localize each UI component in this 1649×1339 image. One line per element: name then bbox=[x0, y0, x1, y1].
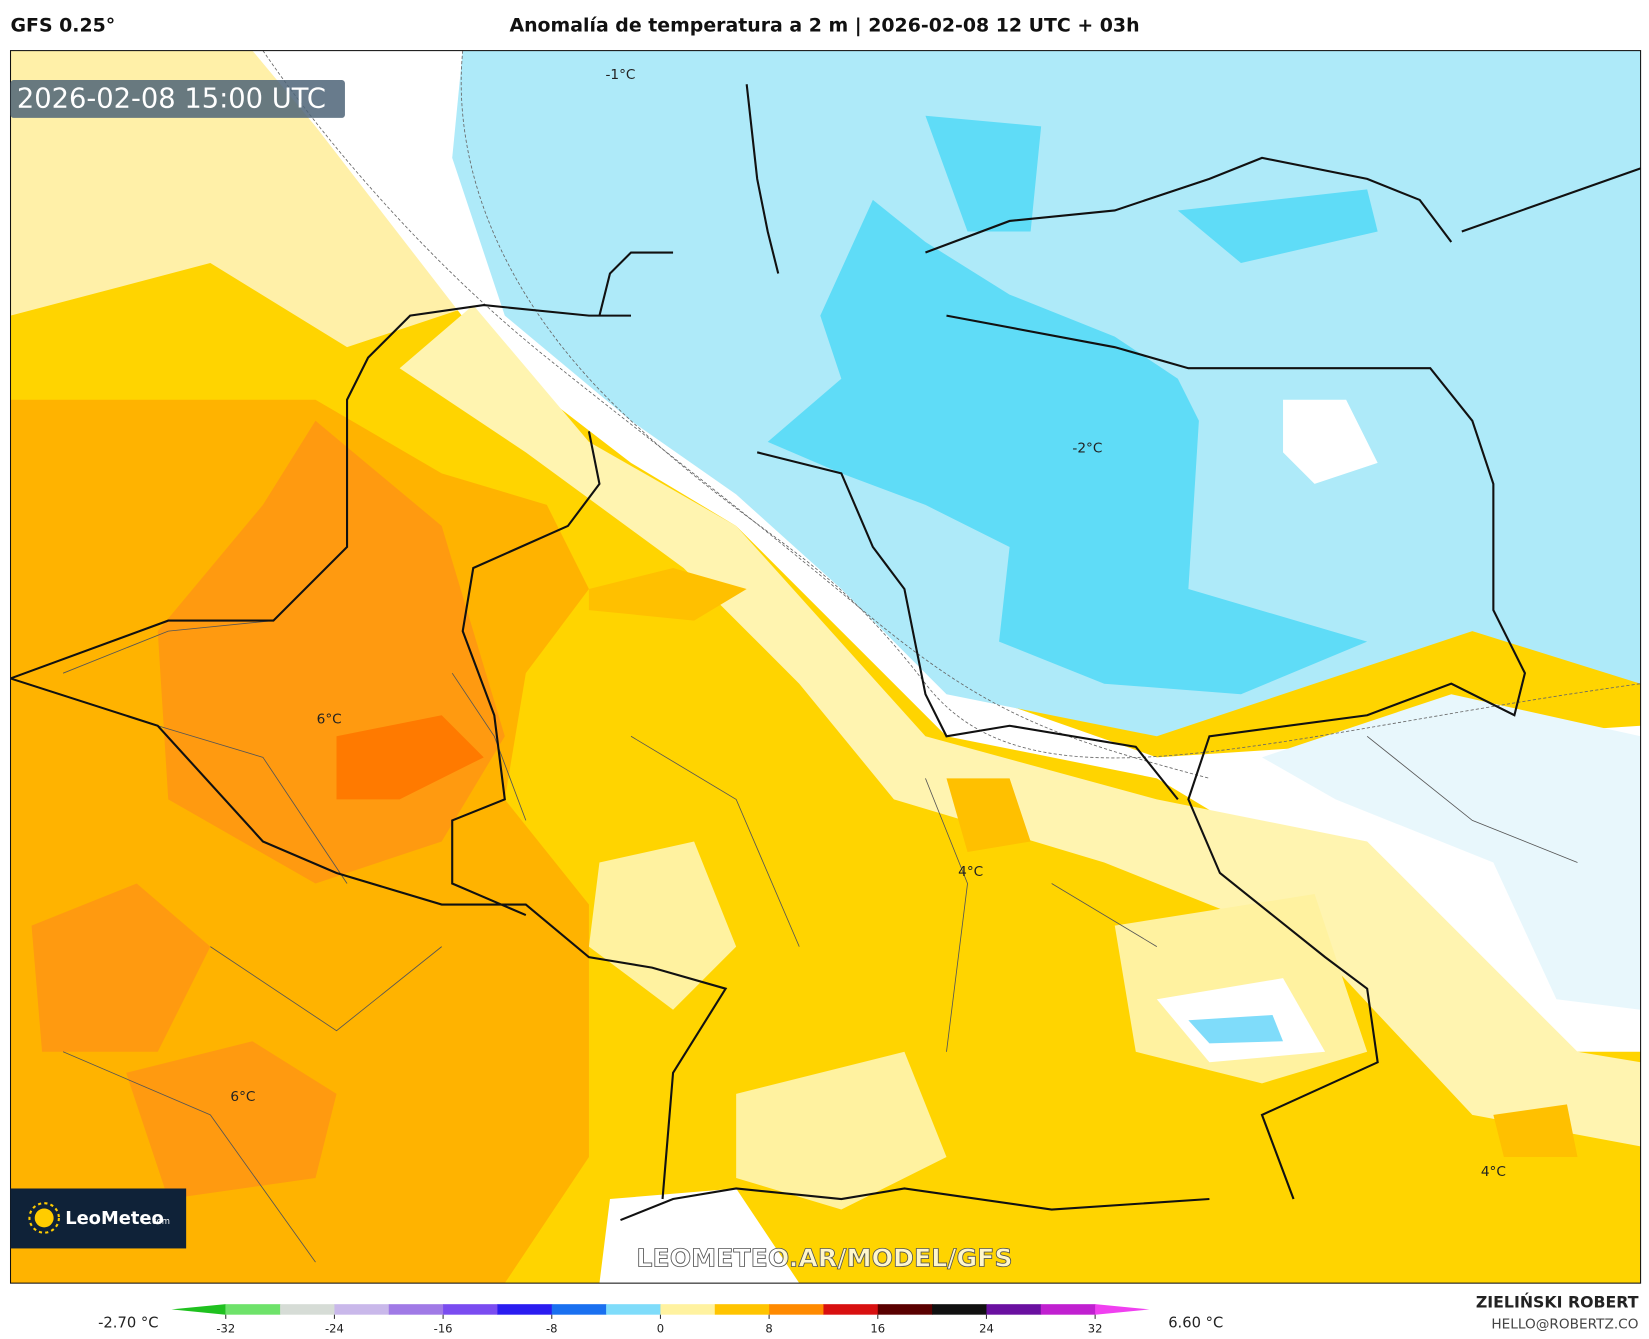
logo-suffix: .com bbox=[149, 1216, 170, 1226]
admin-border bbox=[62, 620, 1578, 1263]
time-badge bbox=[10, 80, 345, 118]
map: 2026-02-08 15:00 UTC -1°C -2°C 6°C 4°C 6… bbox=[9, 50, 1642, 1284]
colorbar-tick-label: -16 bbox=[434, 1322, 453, 1336]
max-label: 6.60 °C bbox=[1168, 1314, 1223, 1331]
colorbar-arrow bbox=[1095, 1304, 1150, 1315]
region bbox=[1493, 1104, 1578, 1157]
colorbar-tick-label: 8 bbox=[765, 1322, 772, 1336]
logo-sun bbox=[34, 1208, 54, 1228]
colorbar-tick-label: 32 bbox=[1088, 1322, 1103, 1336]
colorbar-segment bbox=[714, 1304, 770, 1315]
region bbox=[588, 841, 737, 1010]
colorbar-segment bbox=[551, 1304, 607, 1315]
colorbar-segment bbox=[769, 1304, 824, 1315]
region bbox=[599, 1188, 800, 1284]
colorbar-tick-label: 16 bbox=[870, 1322, 885, 1336]
region bbox=[1283, 399, 1378, 484]
contour bbox=[460, 50, 1641, 759]
region bbox=[736, 1051, 947, 1210]
colorbar-segment bbox=[660, 1304, 716, 1315]
colorbar-segment bbox=[986, 1304, 1042, 1315]
model-name: GFS 0.25° bbox=[11, 15, 116, 37]
colorbar-tick-label: -8 bbox=[546, 1322, 558, 1336]
region bbox=[1188, 1014, 1284, 1044]
region bbox=[336, 715, 484, 800]
colorbar: -32 -24 -16 -8 0 8 16 24 32 bbox=[171, 1304, 1150, 1336]
title: Anomalía de temperatura a 2 m | 2026-02-… bbox=[509, 15, 1139, 37]
colorbar-segment bbox=[443, 1304, 498, 1315]
logo-rays bbox=[28, 1202, 60, 1234]
colorbar-segment bbox=[932, 1304, 987, 1315]
map-frame bbox=[9, 50, 1642, 1284]
colorbar-arrow bbox=[171, 1304, 226, 1315]
contour-label: 6°C bbox=[317, 712, 342, 728]
country-border bbox=[10, 84, 1641, 1222]
colorbar-segment bbox=[1040, 1304, 1096, 1315]
region bbox=[767, 199, 1368, 695]
colorbar-tick-label: 0 bbox=[657, 1322, 664, 1336]
colorbar-tick-label: -32 bbox=[216, 1322, 235, 1336]
region bbox=[588, 568, 747, 621]
region bbox=[399, 305, 1641, 1147]
author: ZIELIŃSKI ROBERT bbox=[1476, 1292, 1639, 1311]
watermark: LEOMETEO.AR/MODEL/GFS bbox=[636, 1243, 1012, 1272]
contour-label: -2°C bbox=[1072, 440, 1102, 456]
contour-label: 4°C bbox=[1481, 1164, 1506, 1180]
colorbar-segment bbox=[497, 1304, 553, 1315]
logo-name: LeoMeteo bbox=[65, 1208, 164, 1229]
contour-label: -1°C bbox=[605, 67, 635, 83]
region bbox=[1261, 694, 1641, 1010]
region bbox=[10, 50, 474, 348]
colorbar-segment bbox=[823, 1304, 879, 1315]
region bbox=[31, 883, 211, 1052]
colorbar-segment bbox=[388, 1304, 444, 1315]
colorbar-segment bbox=[606, 1304, 661, 1315]
contour bbox=[262, 50, 1210, 779]
colorbar-tick-label: 24 bbox=[979, 1322, 994, 1336]
region bbox=[946, 778, 1031, 852]
min-label: -2.70 °C bbox=[98, 1314, 158, 1331]
email: HELLO@ROBERTZ.CO bbox=[1491, 1316, 1638, 1332]
contour-label: 4°C bbox=[958, 864, 983, 880]
region bbox=[1177, 189, 1378, 264]
region bbox=[925, 115, 1042, 232]
colorbar-segment bbox=[334, 1304, 390, 1315]
colorbar-tick-label: -24 bbox=[325, 1322, 344, 1336]
valid-time: 2026-02-08 15:00 UTC bbox=[17, 83, 326, 114]
contour-label: 6°C bbox=[230, 1089, 255, 1105]
colorbar-segment bbox=[877, 1304, 933, 1315]
colorbar-segment bbox=[225, 1304, 281, 1315]
region bbox=[126, 1041, 337, 1200]
colorbar-segment bbox=[280, 1304, 335, 1315]
